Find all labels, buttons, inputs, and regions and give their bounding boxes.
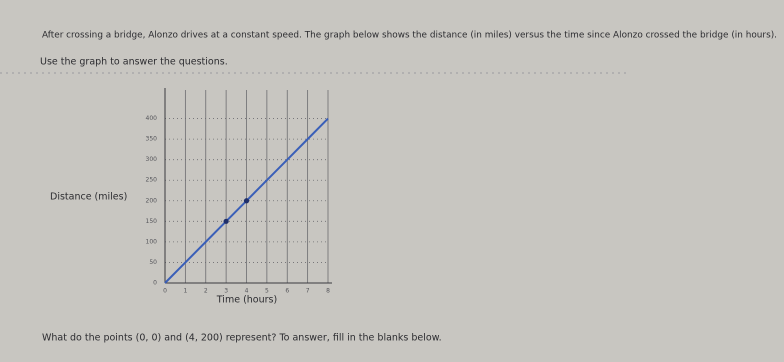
data-point — [223, 218, 229, 224]
y-tick-label: 300 — [146, 156, 158, 163]
x-tick-label: 8 — [326, 288, 330, 295]
y-tick-label: 350 — [146, 136, 158, 143]
y-tick-label: 50 — [149, 259, 157, 266]
intro-text: After crossing a bridge, Alonzo drives a… — [42, 31, 777, 41]
y-tick-label: 200 — [146, 197, 158, 204]
y-axis-label: Distance (miles) — [50, 192, 127, 203]
x-axis-label: Time (hours) — [216, 295, 277, 306]
x-tick-label: 1 — [183, 288, 187, 295]
y-tick-label: 0 — [153, 280, 157, 287]
y-tick-label: 100 — [146, 238, 158, 245]
y-tick-label: 150 — [146, 218, 158, 225]
x-tick-label: 0 — [163, 288, 167, 295]
question: What do the points (0, 0) and (4, 200) r… — [42, 333, 442, 344]
y-tick-label: 400 — [146, 115, 158, 122]
y-tick-label: 250 — [146, 177, 158, 184]
x-tick-label: 3 — [224, 288, 228, 295]
x-tick-label: 6 — [285, 288, 289, 295]
data-point — [243, 198, 250, 204]
instruction: Use the graph to answer the questions. — [40, 57, 228, 68]
x-tick-label: 5 — [265, 288, 269, 295]
x-tick-label: 4 — [245, 288, 249, 295]
x-tick-label: 7 — [306, 288, 310, 295]
x-tick-label: 2 — [204, 288, 208, 295]
